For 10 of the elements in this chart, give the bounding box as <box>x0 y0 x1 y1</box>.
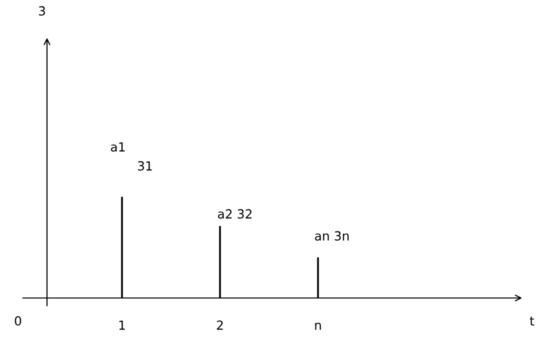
text: 31 <box>138 161 152 171</box>
text: t <box>530 316 534 326</box>
annotation: a2 32 <box>218 209 252 219</box>
text: a1 <box>110 142 125 152</box>
x-tick-label: 1 <box>119 320 125 330</box>
text: 0 <box>14 316 22 326</box>
text: 3 <box>38 6 45 16</box>
x-tick-label: n <box>315 322 321 330</box>
annotation: an 3n <box>315 231 349 241</box>
x-tick-label: 2 <box>216 320 223 330</box>
